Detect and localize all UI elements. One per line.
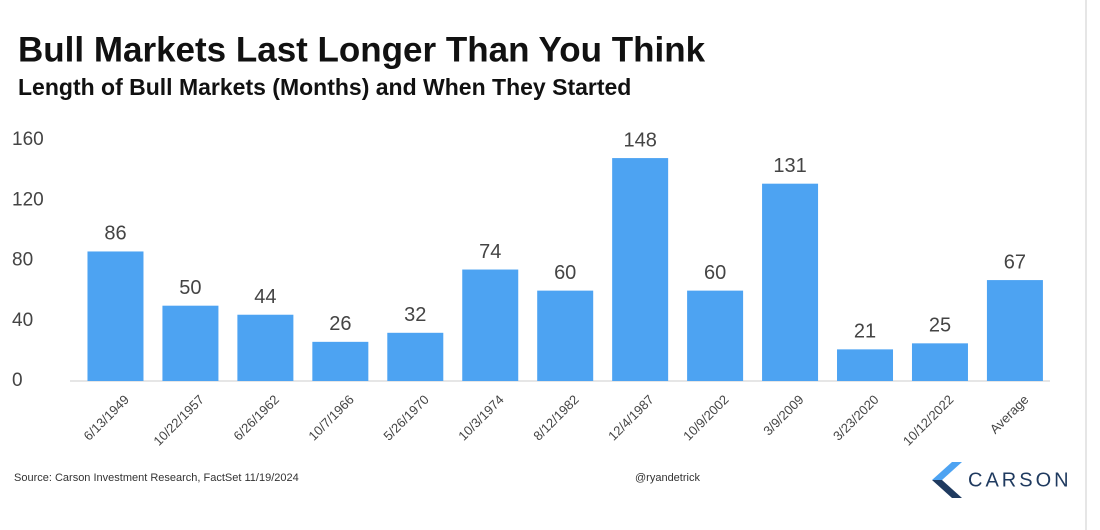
logo-text: CARSON [968, 469, 1072, 491]
bar [237, 314, 294, 381]
y-tick-label: 80 [12, 250, 33, 271]
source-note: Source: Carson Investment Research, Fact… [14, 472, 299, 484]
bar [762, 183, 819, 381]
bar [162, 305, 219, 381]
bar [312, 341, 369, 381]
value-label: 67 [1004, 251, 1026, 273]
value-label: 148 [623, 129, 656, 151]
bar [612, 158, 669, 381]
value-label: 60 [704, 262, 726, 284]
chart-subtitle: Length of Bull Markets (Months) and When… [18, 74, 631, 100]
value-label: 21 [854, 321, 876, 343]
value-label: 74 [479, 241, 501, 263]
value-label: 32 [404, 304, 426, 326]
bar [837, 349, 894, 381]
bar [687, 290, 744, 381]
value-label: 25 [929, 315, 951, 337]
value-label: 60 [554, 262, 576, 284]
bar [986, 280, 1043, 381]
y-tick-label: 0 [12, 370, 23, 391]
bar [537, 290, 594, 381]
y-tick-label: 120 [12, 189, 44, 210]
bar [911, 343, 968, 381]
value-label: 26 [329, 313, 351, 335]
value-label: 50 [179, 277, 201, 299]
logo-icon [932, 462, 962, 498]
logo-shape [932, 462, 962, 480]
y-tick-label: 40 [12, 310, 33, 331]
logo-shape [932, 480, 962, 498]
bar [462, 269, 519, 381]
value-label: 44 [254, 286, 276, 308]
bar [387, 332, 444, 381]
credit: @ryandetrick [635, 472, 700, 484]
bar [87, 251, 144, 381]
value-label: 131 [773, 155, 806, 177]
y-tick-label: 160 [12, 129, 44, 150]
chart-title: Bull Markets Last Longer Than You Think [18, 30, 706, 69]
value-label: 86 [104, 223, 126, 245]
